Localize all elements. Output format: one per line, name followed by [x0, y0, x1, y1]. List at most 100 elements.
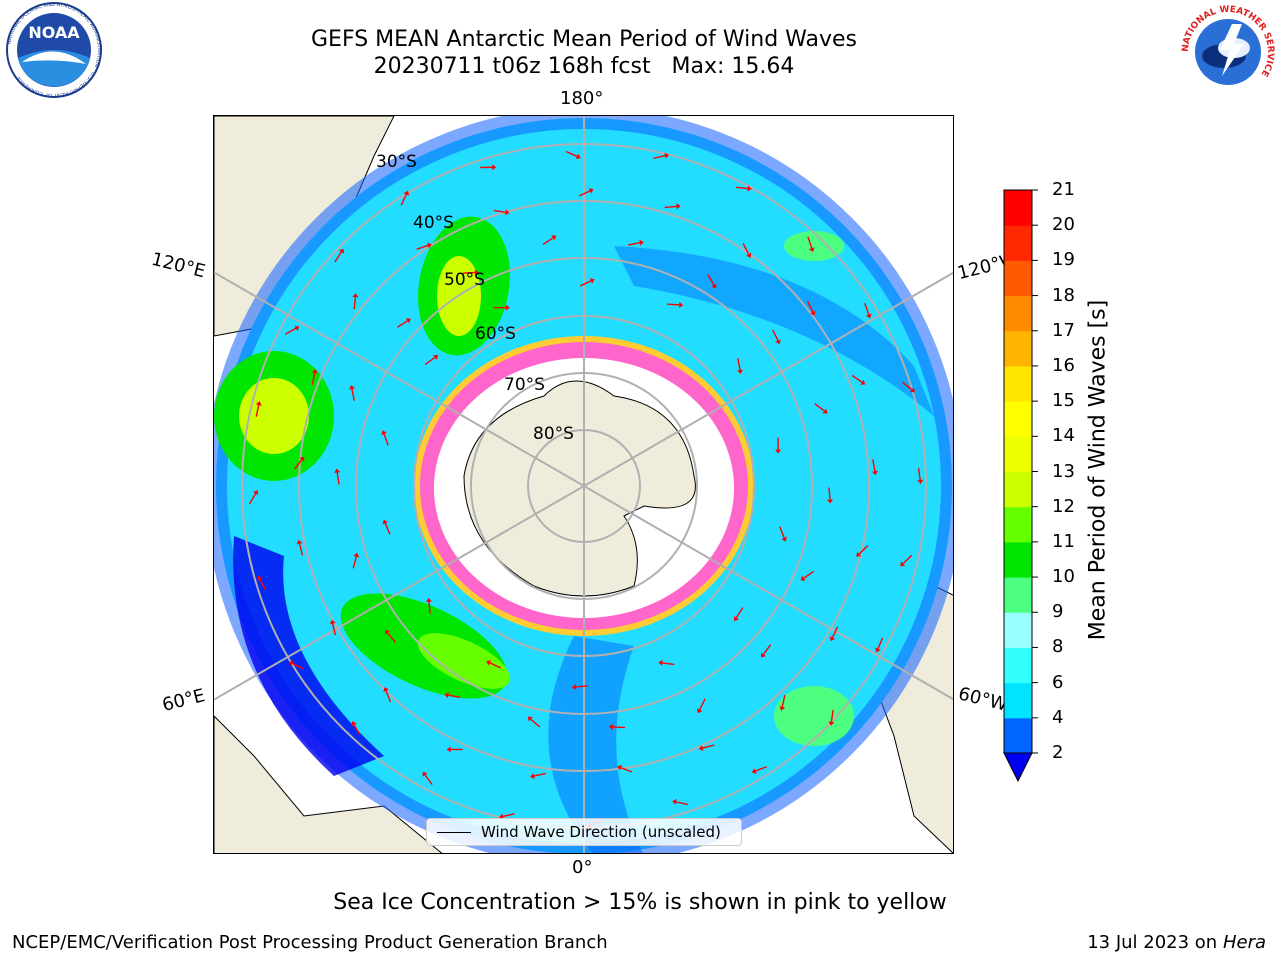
wind-arrow	[781, 695, 786, 708]
colorbar-tick-label: 8	[1052, 636, 1064, 658]
wind-arrow	[311, 372, 316, 385]
wind-arrow	[493, 209, 506, 214]
wind-arrow-head	[426, 242, 432, 249]
lon-label-180: 180°	[560, 88, 604, 109]
wind-arrow	[533, 772, 546, 777]
wind-arrow	[620, 767, 633, 773]
wind-arrow-head	[737, 369, 743, 375]
wind-arrow-head	[747, 185, 752, 192]
period-patch	[774, 686, 854, 746]
wind-arrow-head	[351, 721, 357, 727]
wind-arrow	[424, 774, 433, 786]
wind-arrow-head	[589, 278, 595, 284]
wind-arrow-head	[446, 746, 451, 753]
wind-arrow	[575, 685, 588, 688]
wind-arrow	[742, 243, 750, 255]
colorbar	[1003, 189, 1038, 783]
wind-arrow	[737, 358, 741, 371]
wind-arrow-head	[909, 387, 915, 393]
wind-arrow	[779, 526, 785, 539]
wind-arrow-head	[761, 652, 766, 658]
colorbar-swatch	[1004, 365, 1032, 402]
colorbar-tick-label: 15	[1052, 390, 1075, 412]
colorbar-swatch	[1004, 190, 1032, 226]
wind-arrow-head	[810, 310, 816, 316]
wind-arrow	[902, 554, 913, 565]
wind-arrow-head	[385, 629, 390, 635]
colorbar-tick-label: 20	[1052, 214, 1075, 236]
wind-arrow	[298, 543, 304, 556]
footer-date: 13 Jul 2023 on Hera	[1087, 932, 1266, 953]
lat-label-70s: 70°S	[504, 375, 545, 395]
wind-arrow	[612, 726, 625, 729]
wind-arrow-head	[422, 771, 428, 777]
wind-arrow	[332, 623, 337, 636]
legend-label: Wind Wave Direction (unscaled)	[481, 823, 721, 841]
wind-arrow	[627, 242, 641, 246]
wind-arrow	[807, 236, 813, 249]
wind-arrow	[917, 468, 921, 481]
wind-arrow	[664, 205, 677, 209]
wind-arrow-head	[288, 660, 294, 667]
wind-arrow-head	[733, 616, 739, 622]
wind-arrow-head	[499, 813, 504, 820]
wind-arrow	[352, 556, 357, 569]
wind-arrow	[353, 297, 357, 310]
lat-label-30s: 30°S	[376, 152, 417, 172]
wind-arrow	[735, 607, 744, 619]
wind-arrow	[851, 374, 863, 383]
wind-arrow	[707, 274, 715, 286]
wind-arrow-head	[551, 235, 557, 241]
wind-arrow	[292, 662, 304, 670]
wind-arrow-head	[617, 764, 622, 771]
wind-arrow-head	[425, 597, 432, 603]
wind-arrow-head	[900, 561, 906, 567]
wind-arrow-head	[800, 575, 806, 581]
wind-arrow	[396, 320, 408, 328]
wind-arrow	[702, 744, 715, 749]
lat-label-80s: 80°S	[533, 424, 574, 444]
wind-arrow	[259, 578, 267, 591]
colorbar-swatch	[1004, 471, 1032, 508]
period-patch	[784, 231, 844, 261]
wind-arrow-head	[505, 304, 510, 311]
meridian-line	[583, 485, 953, 701]
wind-arrow-head	[775, 339, 781, 345]
wind-arrow	[667, 303, 680, 306]
wind-arrow	[699, 698, 706, 710]
colorbar-swatch	[1004, 577, 1032, 613]
wind-arrow-head	[299, 456, 305, 462]
wind-arrow-head	[679, 301, 684, 308]
lon-label-0: 0°	[572, 857, 593, 878]
wind-arrow-head	[676, 203, 681, 210]
wind-arrow	[293, 459, 303, 470]
wind-arrow	[428, 601, 431, 614]
wind-arrow	[502, 813, 515, 818]
meridian-line	[214, 485, 585, 701]
colorbar-swatch	[1004, 612, 1032, 648]
wind-arrow-head	[296, 539, 303, 545]
wind-arrow-head	[530, 773, 535, 779]
wind-arrow-head	[527, 716, 533, 722]
wind-arrow-head	[381, 430, 387, 436]
map-legend: Wind Wave Direction (unscaled)	[426, 818, 742, 846]
colorbar-swatch	[1004, 225, 1032, 261]
colorbar-tick-label: 11	[1052, 530, 1075, 552]
wind-arrow	[662, 662, 675, 666]
wind-arrow	[864, 303, 870, 315]
wind-arrow-head	[329, 619, 336, 625]
short-period-band	[548, 636, 644, 853]
wind-arrow	[334, 251, 342, 263]
colorbar-swatch	[1004, 717, 1032, 754]
wind-arrow	[448, 694, 461, 699]
wind-arrow-head	[639, 239, 644, 246]
chart-subtitle: 20230711 t06z 168h fcst Max: 15.64	[373, 54, 795, 79]
meridian-line	[214, 271, 585, 487]
colorbar-swatch	[1004, 647, 1032, 684]
period-patch	[417, 633, 511, 689]
wind-arrow-head	[575, 153, 581, 160]
lat-label-50s: 50°S	[444, 270, 485, 290]
wind-arrow-head	[444, 692, 449, 699]
wind-arrow-head	[826, 499, 833, 504]
wind-arrow	[806, 301, 814, 313]
